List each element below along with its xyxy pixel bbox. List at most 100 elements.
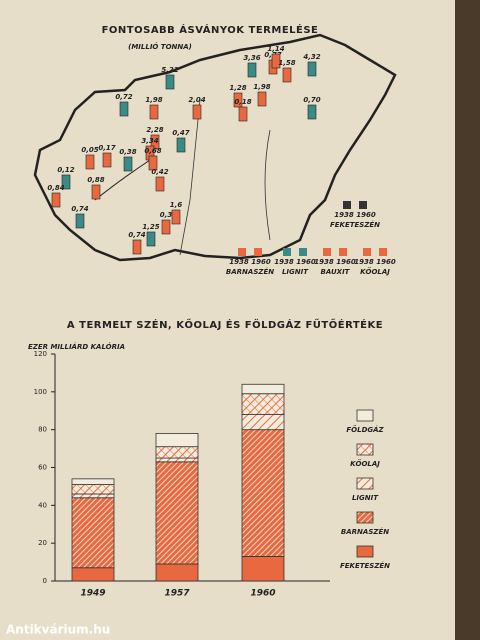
chart-title: A TERMELT SZÉN, KŐOLAJ ÉS FÖLDGÁZ FŰTŐÉR… xyxy=(67,317,383,331)
legend-label: KŐOLAJ xyxy=(350,459,380,468)
map-symbol xyxy=(119,101,129,117)
map-symbol xyxy=(171,209,181,225)
map-symbol xyxy=(233,92,243,108)
map-outline xyxy=(33,33,397,262)
map-symbol xyxy=(150,134,160,150)
legend-name: BAUXIT xyxy=(321,268,351,276)
map-label: 1,6 xyxy=(170,201,183,209)
bar-segment xyxy=(71,484,115,495)
legend-name: KŐOLAJ xyxy=(360,267,390,276)
legend-swatch xyxy=(356,477,374,490)
map-label: 4,32 xyxy=(303,53,320,61)
bar-segment xyxy=(155,433,199,448)
y-tick-label: 40 xyxy=(38,501,47,509)
bar-segment xyxy=(155,446,199,459)
map-label: 0,70 xyxy=(303,96,320,104)
map-symbol xyxy=(123,156,133,172)
map-title: FONTOSABB ÁSVÁNYOK TERMELÉSE xyxy=(102,23,319,36)
map-label: 0,74 xyxy=(71,205,88,213)
legend-years: 1938 1960 xyxy=(334,211,376,219)
legend-swatch xyxy=(359,201,367,209)
map-symbol xyxy=(257,91,267,107)
legend-swatch xyxy=(238,248,246,256)
y-tick-label: 120 xyxy=(34,350,47,358)
legend-swatch xyxy=(323,248,331,256)
legend-label: BARNASZÉN xyxy=(341,527,389,536)
bar-segment xyxy=(241,414,285,431)
legend-swatch xyxy=(379,248,387,256)
map-label: 1,58 xyxy=(278,59,295,67)
map-symbol xyxy=(146,231,156,247)
legend-swatch xyxy=(343,201,351,209)
map-label: 2,28 xyxy=(146,126,163,134)
map-symbol xyxy=(51,192,61,208)
bar-segment xyxy=(155,563,199,582)
legend-name: BARNASZÉN xyxy=(226,267,274,276)
bar-segment xyxy=(155,461,199,565)
legend-swatch xyxy=(356,511,374,524)
map-label: 1,25 xyxy=(142,223,159,231)
bar-segment xyxy=(71,497,115,569)
legend-swatch xyxy=(299,248,307,256)
map-label: 1,98 xyxy=(145,96,162,104)
legend-swatch xyxy=(356,443,374,456)
legend-label: LIGNIT xyxy=(352,494,379,502)
map-label: 3,36 xyxy=(243,54,260,62)
bar-segment xyxy=(241,556,285,582)
map-symbol xyxy=(148,155,158,171)
y-tick-label: 100 xyxy=(34,388,47,396)
map-label: 1,98 xyxy=(253,83,270,91)
y-axis-label: EZER MILLIÁRD KALÓRIA xyxy=(28,342,125,351)
legend-years: 1938 1960 xyxy=(274,258,316,266)
bar-segment xyxy=(71,493,115,499)
legend-swatch xyxy=(356,409,374,422)
map-symbol xyxy=(307,61,317,77)
legend-label: FÖLDGÁZ xyxy=(346,425,384,434)
map-label: 0,84 xyxy=(47,184,64,192)
map-symbol xyxy=(102,152,112,168)
map-symbol xyxy=(155,176,165,192)
watermark: Antikvárium.hu xyxy=(6,623,110,637)
legend-swatch xyxy=(254,248,262,256)
map-label: 0,88 xyxy=(87,176,104,184)
legend-label: FEKETESZÉN xyxy=(340,561,390,570)
map-label: 0,05 xyxy=(81,146,98,154)
legend-swatch xyxy=(283,248,291,256)
map-label: 0,38 xyxy=(119,148,136,156)
bar-segment xyxy=(71,567,115,582)
bar-segment xyxy=(155,457,199,463)
map-symbol xyxy=(132,239,142,255)
map-symbol xyxy=(307,104,317,120)
x-tick-label: 1957 xyxy=(164,589,190,599)
map-label: 5,22 xyxy=(161,66,178,74)
map-symbol xyxy=(271,53,281,69)
bar-segment xyxy=(71,478,115,485)
map-symbol xyxy=(161,219,171,235)
legend-name: FEKETESZÉN xyxy=(330,220,380,229)
legend-swatch xyxy=(356,545,374,558)
map-symbol xyxy=(247,62,257,78)
book-edge xyxy=(455,0,480,640)
legend-years: 1938 1960 xyxy=(229,258,271,266)
map-label: 0,42 xyxy=(151,168,168,176)
map-symbol xyxy=(192,104,202,120)
legend-swatch xyxy=(339,248,347,256)
map-label: 0,74 xyxy=(128,231,145,239)
bar-segment xyxy=(241,429,285,557)
map-symbol xyxy=(282,67,292,83)
legend-years: 1938 1960 xyxy=(314,258,356,266)
bar-segment xyxy=(241,383,285,395)
x-tick-label: 1949 xyxy=(80,589,105,599)
map-label: 1,14 xyxy=(267,45,284,53)
rivers xyxy=(179,99,271,256)
bar-segment xyxy=(241,393,285,415)
map-label: 0,17 xyxy=(98,144,115,152)
map-label: 2,04 xyxy=(188,96,205,104)
y-tick-label: 20 xyxy=(38,539,47,547)
map-label: 3,34 xyxy=(141,137,158,145)
map-label: 1,28 xyxy=(229,84,246,92)
legend-swatch xyxy=(363,248,371,256)
map-subtitle: (MILLIÓ TONNA) xyxy=(128,42,192,51)
map-symbol xyxy=(91,184,101,200)
